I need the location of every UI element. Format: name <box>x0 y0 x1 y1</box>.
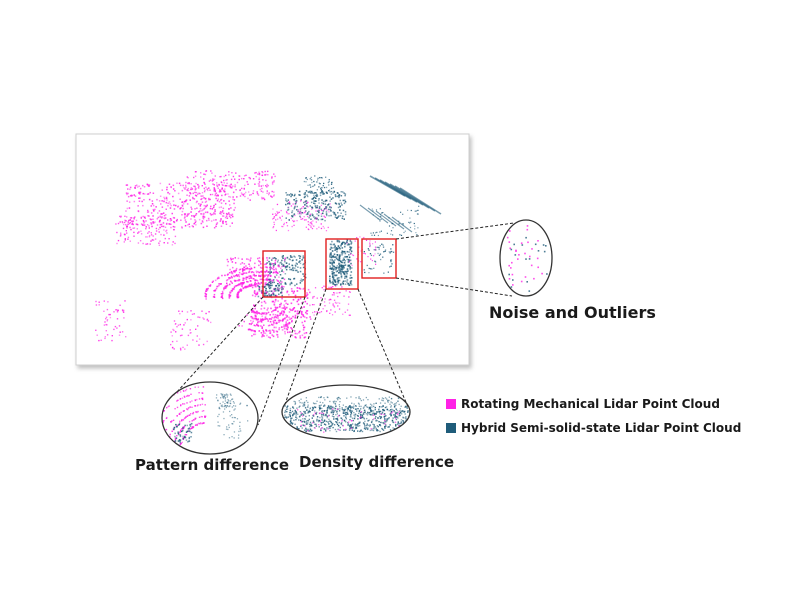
legend-item-mechanical: Rotating Mechanical Lidar Point Cloud <box>446 397 720 411</box>
highlight-box-noise <box>361 238 397 279</box>
legend-swatch-mechanical <box>446 399 456 409</box>
legend-swatch-semi-solid <box>446 423 456 433</box>
label-pattern-difference: Pattern difference <box>135 456 290 474</box>
zoom-noise-points <box>502 225 548 292</box>
zoom-circle-noise <box>499 219 553 297</box>
legend-label-mechanical: Rotating Mechanical Lidar Point Cloud <box>461 397 720 411</box>
label-noise-and-outliers: Noise and Outliers <box>489 303 656 322</box>
point-cloud-panel <box>75 133 470 366</box>
highlight-box-density <box>325 238 359 290</box>
legend-label-semi-solid: Hybrid Semi-solid-state Lidar Point Clou… <box>461 421 742 435</box>
zoom-density-points <box>284 396 410 433</box>
highlight-box-pattern <box>262 250 306 298</box>
legend-item-semi-solid: Hybrid Semi-solid-state Lidar Point Clou… <box>446 421 741 435</box>
label-density-difference: Density difference <box>299 453 455 471</box>
point-cloud-scene <box>95 170 442 351</box>
zoom-circle-density <box>281 384 411 440</box>
connector-lines <box>175 222 515 426</box>
zoom-circle-pattern <box>161 381 259 455</box>
